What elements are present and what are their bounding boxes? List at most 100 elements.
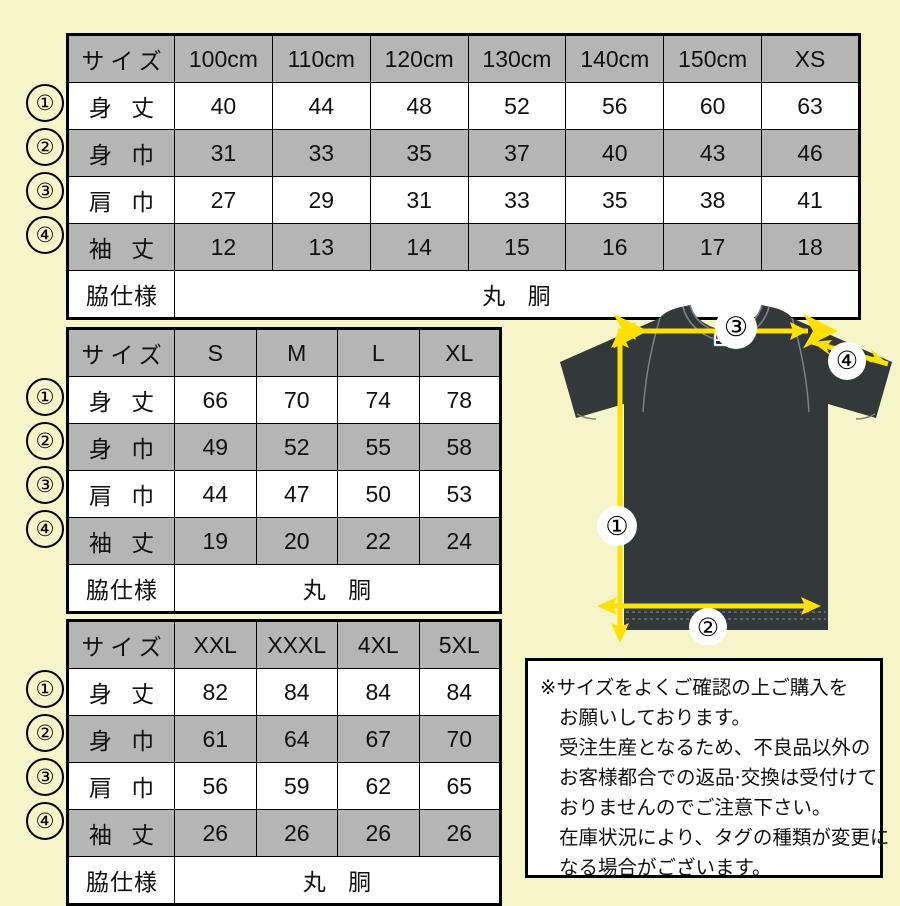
cell: 47 xyxy=(255,470,338,518)
row-label-shoulder-width: 肩 巾 xyxy=(67,762,175,810)
cell: 18 xyxy=(761,223,860,271)
tshirt-body xyxy=(560,305,892,630)
table-row: 身 巾 49 52 55 58 xyxy=(67,423,501,471)
cell: 50 xyxy=(337,470,420,518)
table-row: 身 巾 61 64 67 70 xyxy=(67,715,501,763)
cell: 82 xyxy=(174,668,257,716)
header-col-3: 5XL xyxy=(418,620,501,669)
row-label-sleeve-length: 袖 丈 xyxy=(67,517,175,565)
table-row: 身 丈 40 44 48 52 56 60 63 xyxy=(67,82,860,130)
tshirt-diagram: ③ ④ ① ② xyxy=(540,300,900,645)
table-row: 袖 丈 19 20 22 24 xyxy=(67,517,501,565)
cell: 65 xyxy=(418,762,501,810)
cell: 84 xyxy=(255,668,338,716)
row-label-side-spec: 脇仕様 xyxy=(67,856,175,905)
cell: 22 xyxy=(337,517,420,565)
svg-text:②: ② xyxy=(697,613,719,642)
table-row: 身 丈 82 84 84 84 xyxy=(67,668,501,716)
cell: 16 xyxy=(565,223,665,271)
callout-shoulder-width: ③ xyxy=(715,307,757,349)
cell: 56 xyxy=(174,762,257,810)
header-col-1: M xyxy=(255,328,338,377)
note-line: 受注生産となるため、不良品以外の xyxy=(559,736,871,759)
table-header-row: サイズ S M L XL xyxy=(67,328,501,377)
size-word: サイズ xyxy=(81,343,168,369)
svg-text:④: ④ xyxy=(836,346,858,375)
table-row: 袖 丈 26 26 26 26 xyxy=(67,809,501,857)
row-label-side-spec: 脇仕様 xyxy=(67,270,175,319)
header-col-3: XL xyxy=(418,328,501,377)
cell: 70 xyxy=(255,376,338,424)
note-line: お願いしております。 xyxy=(559,706,751,729)
cell: 67 xyxy=(337,715,420,763)
cell: 55 xyxy=(337,423,420,471)
marker-shoulder-width-adult-small: ③ xyxy=(26,466,64,504)
header-size-label: サイズ xyxy=(67,620,175,669)
header-col-2: 4XL xyxy=(337,620,420,669)
cell: 31 xyxy=(174,129,273,177)
svg-text:①: ① xyxy=(605,512,628,542)
cell: 37 xyxy=(467,129,567,177)
header-col-1: 110cm xyxy=(271,34,371,83)
side-spec-value: 丸 胴 xyxy=(174,856,501,905)
cell: 19 xyxy=(174,517,257,565)
marker-body-length-kids: ① xyxy=(26,84,64,122)
purchase-note-box: ※サイズをよくご確認の上ご購入を お願いしております。 受注生産となるため、不良… xyxy=(525,658,890,879)
tshirt-illustration: ③ ④ ① ② xyxy=(560,304,892,645)
row-label-sleeve-length: 袖 丈 xyxy=(67,809,175,857)
cell: 84 xyxy=(418,668,501,716)
header-col-5: 150cm xyxy=(663,34,763,83)
cell: 27 xyxy=(174,176,273,224)
callout-sleeve-length: ④ xyxy=(828,342,866,380)
note-line: なる場合がございます。 xyxy=(559,856,772,879)
cell: 44 xyxy=(174,470,257,518)
cell: 15 xyxy=(467,223,567,271)
cell: 38 xyxy=(663,176,763,224)
cell: 29 xyxy=(271,176,371,224)
cell: 58 xyxy=(418,423,501,471)
header-col-3: 130cm xyxy=(467,34,567,83)
marker-body-width-adult-large: ② xyxy=(26,714,64,752)
cell: 17 xyxy=(663,223,763,271)
table-row: 肩 巾 27 29 31 33 35 38 41 xyxy=(67,176,860,224)
cell: 26 xyxy=(174,809,257,857)
note-line: おりませんのでご注意下さい。 xyxy=(559,796,832,819)
marker-body-length-adult-small: ① xyxy=(26,378,64,416)
cell: 53 xyxy=(418,470,501,518)
table-row: 袖 丈 12 13 14 15 16 17 18 xyxy=(67,223,860,271)
cell: 66 xyxy=(174,376,257,424)
cell: 13 xyxy=(271,223,371,271)
cell: 46 xyxy=(761,129,860,177)
cell: 44 xyxy=(271,82,371,130)
note-line: ※サイズをよくご確認の上ご購入を xyxy=(540,676,849,699)
table-header-row: サイズ 100cm 110cm 120cm 130cm 140cm 150cm … xyxy=(67,34,860,83)
table-row: 身 巾 31 33 35 37 40 43 46 xyxy=(67,129,860,177)
cell: 35 xyxy=(369,129,469,177)
cell: 40 xyxy=(174,82,273,130)
note-line: 在庫状況により、タグの種類が変更に xyxy=(559,826,890,849)
row-label-body-width: 身 巾 xyxy=(67,129,175,177)
size-word: サイズ xyxy=(81,49,168,75)
row-label-body-width: 身 巾 xyxy=(67,423,175,471)
header-col-2: 120cm xyxy=(369,34,469,83)
table-footer-row: 脇仕様 丸 胴 xyxy=(67,856,501,905)
table-footer-row: 脇仕様 丸 胴 xyxy=(67,564,501,613)
svg-text:③: ③ xyxy=(724,312,748,343)
row-label-sleeve-length: 袖 丈 xyxy=(67,223,175,271)
header-size-label: サイズ xyxy=(67,34,175,83)
callout-body-length: ① xyxy=(597,506,637,546)
cell: 33 xyxy=(467,176,567,224)
side-spec-value: 丸 胴 xyxy=(174,564,501,613)
cell: 49 xyxy=(174,423,257,471)
cell: 14 xyxy=(369,223,469,271)
row-label-side-spec: 脇仕様 xyxy=(67,564,175,613)
header-col-4: 140cm xyxy=(565,34,665,83)
size-table-adult-large: サイズ XXL XXXL 4XL 5XL 身 丈 82 84 84 84 身 巾… xyxy=(66,619,502,906)
cell: 41 xyxy=(761,176,860,224)
marker-shoulder-width-adult-large: ③ xyxy=(26,758,64,796)
cell: 20 xyxy=(255,517,338,565)
cell: 74 xyxy=(337,376,420,424)
table-row: 肩 巾 56 59 62 65 xyxy=(67,762,501,810)
arrow-body-width xyxy=(597,597,821,615)
